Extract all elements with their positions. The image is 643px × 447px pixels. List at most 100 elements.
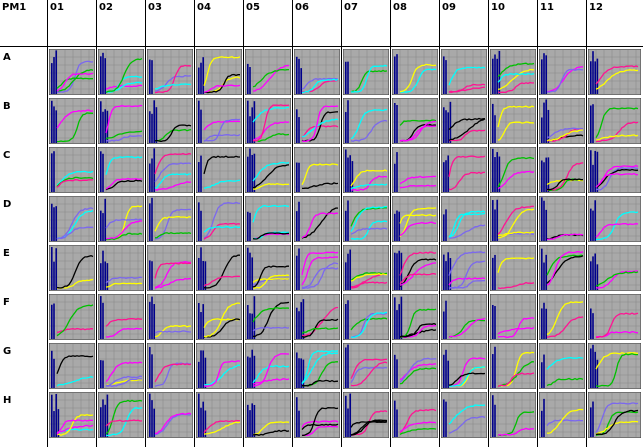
well-E11[interactable]: [539, 245, 585, 291]
well-H03[interactable]: [147, 392, 193, 438]
well-D01[interactable]: [49, 196, 95, 242]
well-H11[interactable]: [539, 392, 585, 438]
well-B05[interactable]: [245, 98, 291, 144]
growth-curve: [399, 427, 437, 435]
well-C08[interactable]: [392, 147, 438, 193]
well-B10[interactable]: [490, 98, 536, 144]
well-H02[interactable]: [98, 392, 144, 438]
well-D03[interactable]: [147, 196, 193, 242]
well-A11[interactable]: [539, 49, 585, 95]
well-G01[interactable]: [49, 343, 95, 389]
well-spike: [200, 312, 202, 339]
well-B03[interactable]: [147, 98, 193, 144]
well-F06[interactable]: [294, 294, 340, 340]
well-G07[interactable]: [343, 343, 389, 389]
well-C03[interactable]: [147, 147, 193, 193]
well-E06[interactable]: [294, 245, 340, 291]
well-F07[interactable]: [343, 294, 389, 340]
well-G05[interactable]: [245, 343, 291, 389]
well-B12[interactable]: [588, 98, 641, 144]
well-A09[interactable]: [441, 49, 487, 95]
well-F09[interactable]: [441, 294, 487, 340]
well-G02[interactable]: [98, 343, 144, 389]
well-D12[interactable]: [588, 196, 641, 242]
well-H08[interactable]: [392, 392, 438, 438]
well-A12[interactable]: [588, 49, 641, 95]
well-C01[interactable]: [49, 147, 95, 193]
well-C10[interactable]: [490, 147, 536, 193]
well-G09[interactable]: [441, 343, 487, 389]
well-A02[interactable]: [98, 49, 144, 95]
well-D05[interactable]: [245, 196, 291, 242]
well-F08[interactable]: [392, 294, 438, 340]
well-D04[interactable]: [196, 196, 242, 242]
well-A03[interactable]: [147, 49, 193, 95]
well-H05[interactable]: [245, 392, 291, 438]
well-A05[interactable]: [245, 49, 291, 95]
well-E05[interactable]: [245, 245, 291, 291]
well-H12[interactable]: [588, 392, 641, 438]
well-E01[interactable]: [49, 245, 95, 291]
well-B09[interactable]: [441, 98, 487, 144]
well-E02[interactable]: [98, 245, 144, 291]
well-F02[interactable]: [98, 294, 144, 340]
well-G06[interactable]: [294, 343, 340, 389]
well-D06[interactable]: [294, 196, 340, 242]
well-F11[interactable]: [539, 294, 585, 340]
well-E10[interactable]: [490, 245, 536, 291]
well-B04[interactable]: [196, 98, 242, 144]
well-G11[interactable]: [539, 343, 585, 389]
well-F03[interactable]: [147, 294, 193, 340]
well-H07[interactable]: [343, 392, 389, 438]
well-E03[interactable]: [147, 245, 193, 291]
well-E07[interactable]: [343, 245, 389, 291]
well-H01[interactable]: [49, 392, 95, 438]
well-F04[interactable]: [196, 294, 242, 340]
well-C02[interactable]: [98, 147, 144, 193]
well-H04[interactable]: [196, 392, 242, 438]
well-G03[interactable]: [147, 343, 193, 389]
well-C12[interactable]: [588, 147, 641, 193]
well-B07[interactable]: [343, 98, 389, 144]
well-H06[interactable]: [294, 392, 340, 438]
well-H10[interactable]: [490, 392, 536, 438]
well-A10[interactable]: [490, 49, 536, 95]
well-C09[interactable]: [441, 147, 487, 193]
well-A06[interactable]: [294, 49, 340, 95]
well-D07[interactable]: [343, 196, 389, 242]
well-D08[interactable]: [392, 196, 438, 242]
well-A07[interactable]: [343, 49, 389, 95]
well-C07[interactable]: [343, 147, 389, 193]
well-D02[interactable]: [98, 196, 144, 242]
well-B08[interactable]: [392, 98, 438, 144]
well-A08[interactable]: [392, 49, 438, 95]
well-G04[interactable]: [196, 343, 242, 389]
well-spike: [543, 162, 545, 192]
well-H09[interactable]: [441, 392, 487, 438]
well-E12[interactable]: [588, 245, 641, 291]
well-F01[interactable]: [49, 294, 95, 340]
well-D10[interactable]: [490, 196, 536, 242]
well-F12[interactable]: [588, 294, 641, 340]
well-E09[interactable]: [441, 245, 487, 291]
well-B06[interactable]: [294, 98, 340, 144]
well-C04[interactable]: [196, 147, 242, 193]
well-E04[interactable]: [196, 245, 242, 291]
well-G12[interactable]: [588, 343, 641, 389]
well-B01[interactable]: [49, 98, 95, 144]
well-A01[interactable]: [49, 49, 95, 95]
well-C11[interactable]: [539, 147, 585, 193]
well-B02[interactable]: [98, 98, 144, 144]
well-C05[interactable]: [245, 147, 291, 193]
well-C06[interactable]: [294, 147, 340, 193]
well-F05[interactable]: [245, 294, 291, 340]
growth-curve: [448, 117, 486, 131]
well-G10[interactable]: [490, 343, 536, 389]
well-E08[interactable]: [392, 245, 438, 291]
well-D11[interactable]: [539, 196, 585, 242]
well-B11[interactable]: [539, 98, 585, 144]
well-A04[interactable]: [196, 49, 242, 95]
well-G08[interactable]: [392, 343, 438, 389]
well-F10[interactable]: [490, 294, 536, 340]
well-D09[interactable]: [441, 196, 487, 242]
